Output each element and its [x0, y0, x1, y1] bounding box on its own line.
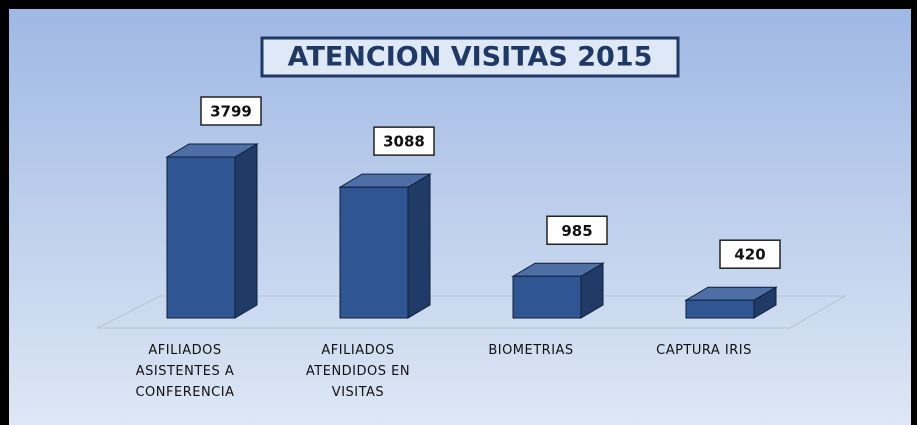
bar — [684, 286, 778, 319]
bar-front — [339, 186, 409, 319]
title-box — [260, 36, 680, 78]
floor — [96, 295, 847, 329]
value-label-box — [719, 239, 781, 269]
value-label-box — [373, 126, 435, 156]
plot-background — [9, 9, 911, 425]
value-label-box — [546, 215, 608, 246]
bar — [511, 262, 605, 319]
value-label: 3088 — [383, 133, 425, 151]
x-tick-label: AFILIADOS ASISTENTES A CONFERENCIA — [135, 343, 235, 400]
x-tick-label: BIOMETRIAS — [488, 343, 574, 358]
x-tick-label: CAPTURA IRIS — [656, 343, 752, 358]
bar — [165, 143, 259, 319]
bar-side — [407, 173, 431, 319]
bar — [338, 173, 432, 319]
bar-front — [512, 275, 582, 319]
bar-side — [234, 143, 258, 319]
value-label: 3799 — [210, 103, 252, 121]
x-tick-label: AFILIADOS ATENDIDOS EN VISITAS — [305, 343, 411, 400]
value-label-box — [200, 96, 262, 126]
chart-title: ATENCION VISITAS 2015 — [288, 42, 653, 73]
bar-front — [685, 299, 755, 319]
bar-front — [166, 156, 236, 319]
value-label: 420 — [734, 246, 765, 264]
value-label: 985 — [561, 222, 592, 240]
